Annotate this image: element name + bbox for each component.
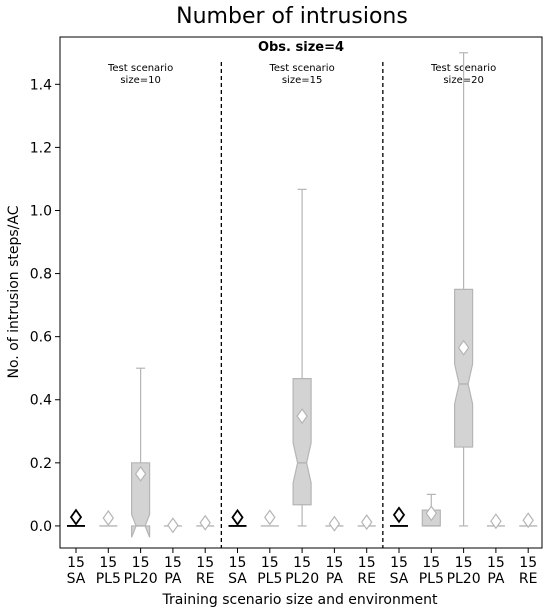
x-axis-label: Training scenario size and environment: [162, 592, 438, 608]
box-body: [454, 288, 474, 448]
mean-marker: [328, 515, 341, 532]
x-tick-label-size: 15: [487, 555, 505, 571]
panel-label: Test scenario: [107, 63, 173, 74]
x-tick-label-env: SA: [228, 571, 247, 587]
x-tick-label-env: RE: [357, 571, 376, 587]
y-tick-label: 0.4: [30, 393, 52, 409]
y-tick-label: 0.8: [30, 267, 52, 283]
mean-marker: [392, 506, 406, 524]
chart-title: Number of intrusions: [176, 4, 408, 29]
x-tick-label-env: PL20: [124, 571, 158, 587]
x-tick-label-size: 15: [229, 555, 247, 571]
mean-marker: [134, 465, 147, 482]
x-tick-label-env: RE: [519, 571, 538, 587]
x-tick-label-size: 15: [390, 555, 408, 571]
mean-marker: [425, 505, 438, 522]
y-tick-label: 1.0: [30, 203, 52, 219]
x-tick-label-size: 15: [261, 555, 279, 571]
x-tick-label-size: 15: [67, 555, 85, 571]
mean-marker: [490, 513, 502, 530]
x-tick-label-env: PA: [487, 571, 505, 587]
x-tick-label-env: SA: [67, 571, 86, 587]
mean-marker: [522, 512, 534, 529]
x-tick-label-size: 15: [519, 555, 537, 571]
y-tick-label: 1.4: [30, 77, 52, 93]
mean-marker: [199, 514, 211, 531]
mean-marker: [167, 517, 179, 534]
panel-label: size=15: [282, 75, 323, 86]
x-tick-label-size: 15: [99, 555, 117, 571]
panel-label: size=10: [120, 75, 161, 86]
plot-frame: [59, 36, 543, 549]
box-body: [131, 462, 151, 538]
x-tick-label-size: 15: [422, 555, 440, 571]
x-tick-label-env: SA: [390, 571, 409, 587]
x-tick-label-env: RE: [196, 571, 215, 587]
x-tick-label-size: 15: [325, 555, 343, 571]
mean-marker: [231, 508, 244, 526]
mean-marker: [264, 509, 276, 526]
x-tick-label-env: PL20: [447, 571, 481, 587]
x-tick-label-size: 15: [455, 555, 473, 571]
y-axis-label: No. of intrusion steps/AC: [6, 205, 22, 378]
mean-marker: [69, 508, 83, 526]
mean-marker: [296, 408, 308, 425]
mean-marker: [102, 510, 115, 527]
y-tick-label: 0.0: [30, 519, 52, 535]
panel-label: Test scenario: [268, 63, 334, 74]
chart-subtitle: Obs. size=4: [258, 40, 344, 55]
x-tick-label-env: PL20: [285, 571, 319, 587]
y-tick-label: 0.6: [30, 330, 52, 346]
y-tick-label: 0.2: [30, 456, 52, 472]
x-tick-label-env: PL5: [96, 571, 121, 587]
plot-area: Obs. size=4 0.0 0.2 0.4 0.6 0.8 1.0 1.2 1.4 Test …: [30, 36, 543, 587]
x-tick-label-env: PA: [164, 571, 182, 587]
mean-marker: [360, 514, 373, 531]
mean-marker: [457, 339, 470, 356]
box-body: [292, 378, 312, 506]
x-tick-label-size: 15: [293, 555, 311, 571]
x-tick-label-size: 15: [196, 555, 214, 571]
x-tick-label-size: 15: [358, 555, 376, 571]
x-tick-label-env: PA: [326, 571, 344, 587]
x-tick-label-size: 15: [164, 555, 182, 571]
x-tick-label-size: 15: [132, 555, 150, 571]
y-tick-label: 1.2: [30, 140, 52, 156]
x-tick-label-env: PL5: [419, 571, 444, 587]
x-tick-label-env: PL5: [257, 571, 282, 587]
